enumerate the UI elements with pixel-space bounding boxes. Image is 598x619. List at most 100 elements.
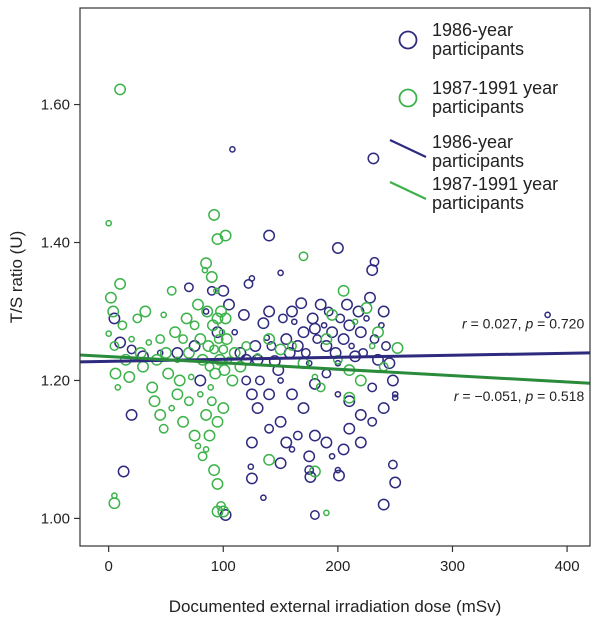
series-1-point bbox=[194, 374, 207, 387]
series-1-point bbox=[241, 375, 252, 386]
series-2-point bbox=[194, 442, 202, 450]
series-1-point bbox=[305, 359, 313, 367]
series-2-point bbox=[213, 334, 224, 345]
series-2-point bbox=[189, 320, 200, 331]
series-1-point bbox=[377, 402, 390, 415]
series-1-point bbox=[354, 436, 367, 449]
series-2-point bbox=[287, 341, 297, 351]
series-2-point bbox=[220, 333, 233, 346]
series-2-point bbox=[171, 388, 184, 401]
series-2-point bbox=[209, 344, 220, 355]
y-tick-label: 1.40 bbox=[41, 235, 70, 252]
legend-line bbox=[389, 181, 427, 200]
series-2-point bbox=[197, 451, 208, 462]
series-2-point bbox=[201, 305, 214, 318]
series-2-point bbox=[391, 342, 404, 354]
series-1-point bbox=[290, 318, 298, 326]
series-1-point bbox=[266, 341, 277, 351]
series-1-point bbox=[291, 340, 304, 352]
series-1-point bbox=[367, 152, 380, 165]
series-2-point bbox=[320, 333, 333, 346]
legend-label: participants bbox=[432, 39, 524, 59]
series-2-point bbox=[132, 313, 143, 324]
series-2-point bbox=[107, 305, 120, 318]
series-1-point bbox=[387, 459, 398, 470]
series-1-point bbox=[386, 374, 399, 387]
series-2-point bbox=[177, 415, 190, 428]
legend-label: 1986-year bbox=[432, 132, 513, 152]
series-1-point bbox=[369, 334, 380, 345]
series-2-point bbox=[169, 326, 182, 339]
series-2-point bbox=[351, 318, 359, 326]
series-1-point bbox=[354, 326, 367, 339]
x-axis: 0 100 200 300 400 bbox=[104, 546, 580, 575]
y-axis-label: T/S ratio (U) bbox=[7, 231, 26, 324]
series-1-point bbox=[333, 469, 345, 482]
series-2-point bbox=[148, 395, 161, 408]
series-2-point bbox=[188, 429, 201, 442]
series-1-point bbox=[237, 308, 250, 321]
series-1-point bbox=[286, 305, 298, 318]
y-tick-label: 1.60 bbox=[41, 97, 70, 114]
series-2-point bbox=[217, 402, 230, 415]
series-2-point bbox=[114, 83, 127, 96]
series-1-point bbox=[320, 321, 328, 329]
series-2-point bbox=[183, 396, 194, 407]
series-1-point bbox=[245, 436, 258, 449]
legend-marker bbox=[398, 88, 418, 108]
series-1-point bbox=[274, 415, 287, 428]
series-1-point bbox=[331, 242, 344, 254]
series-2-point bbox=[139, 305, 152, 318]
series-1-point bbox=[381, 341, 391, 351]
series-1-point bbox=[363, 315, 370, 322]
series-2-point bbox=[205, 271, 218, 283]
data-points bbox=[104, 83, 551, 521]
series-1-point bbox=[280, 333, 293, 346]
series-1-point bbox=[264, 423, 275, 434]
series-1-point bbox=[263, 388, 276, 401]
series-2-point bbox=[160, 346, 172, 359]
series-1-point bbox=[323, 306, 334, 317]
series-2-point bbox=[114, 277, 127, 290]
series-2-point bbox=[202, 340, 215, 352]
series-2-point bbox=[315, 382, 326, 393]
x-tick-label: 400 bbox=[555, 558, 580, 575]
x-tick-label: 0 bbox=[104, 558, 112, 575]
series-2-point bbox=[298, 251, 309, 262]
series-1-point bbox=[320, 340, 333, 352]
series-2-point bbox=[196, 390, 204, 398]
series-2-point bbox=[208, 208, 221, 221]
series-2-point bbox=[218, 328, 226, 336]
y-tick-label: 1.20 bbox=[41, 372, 70, 389]
series-2-point bbox=[372, 326, 384, 339]
series-2-point bbox=[114, 384, 122, 391]
series-1-point bbox=[263, 229, 276, 242]
series-2-point bbox=[182, 346, 195, 359]
series-1-point bbox=[544, 311, 551, 319]
series-2-point bbox=[203, 429, 216, 442]
series-1-point bbox=[328, 452, 336, 460]
series-2-point bbox=[213, 287, 220, 295]
series-1-point bbox=[377, 498, 390, 511]
series-2-point bbox=[219, 312, 232, 325]
series-1-point bbox=[343, 395, 356, 408]
series-2-point bbox=[211, 312, 224, 325]
series-1-point bbox=[304, 465, 315, 476]
series-1-point bbox=[125, 408, 138, 421]
series-2-point bbox=[192, 298, 204, 311]
series-1-point bbox=[309, 510, 320, 520]
series-1-point bbox=[260, 494, 267, 502]
series-1-point bbox=[337, 333, 350, 346]
series-2-point bbox=[211, 415, 224, 428]
series-2-point bbox=[168, 404, 176, 412]
series-1-point bbox=[248, 275, 256, 282]
legend-marker bbox=[398, 30, 418, 50]
series-2-point bbox=[123, 371, 136, 383]
series-1-point bbox=[229, 146, 236, 153]
series-1-point bbox=[312, 334, 323, 345]
correlation-annotation: r = 0.027, p = 0.720 bbox=[462, 316, 584, 332]
series-1-point bbox=[223, 298, 235, 311]
series-1-point bbox=[108, 312, 121, 325]
series-1-point bbox=[297, 402, 310, 415]
